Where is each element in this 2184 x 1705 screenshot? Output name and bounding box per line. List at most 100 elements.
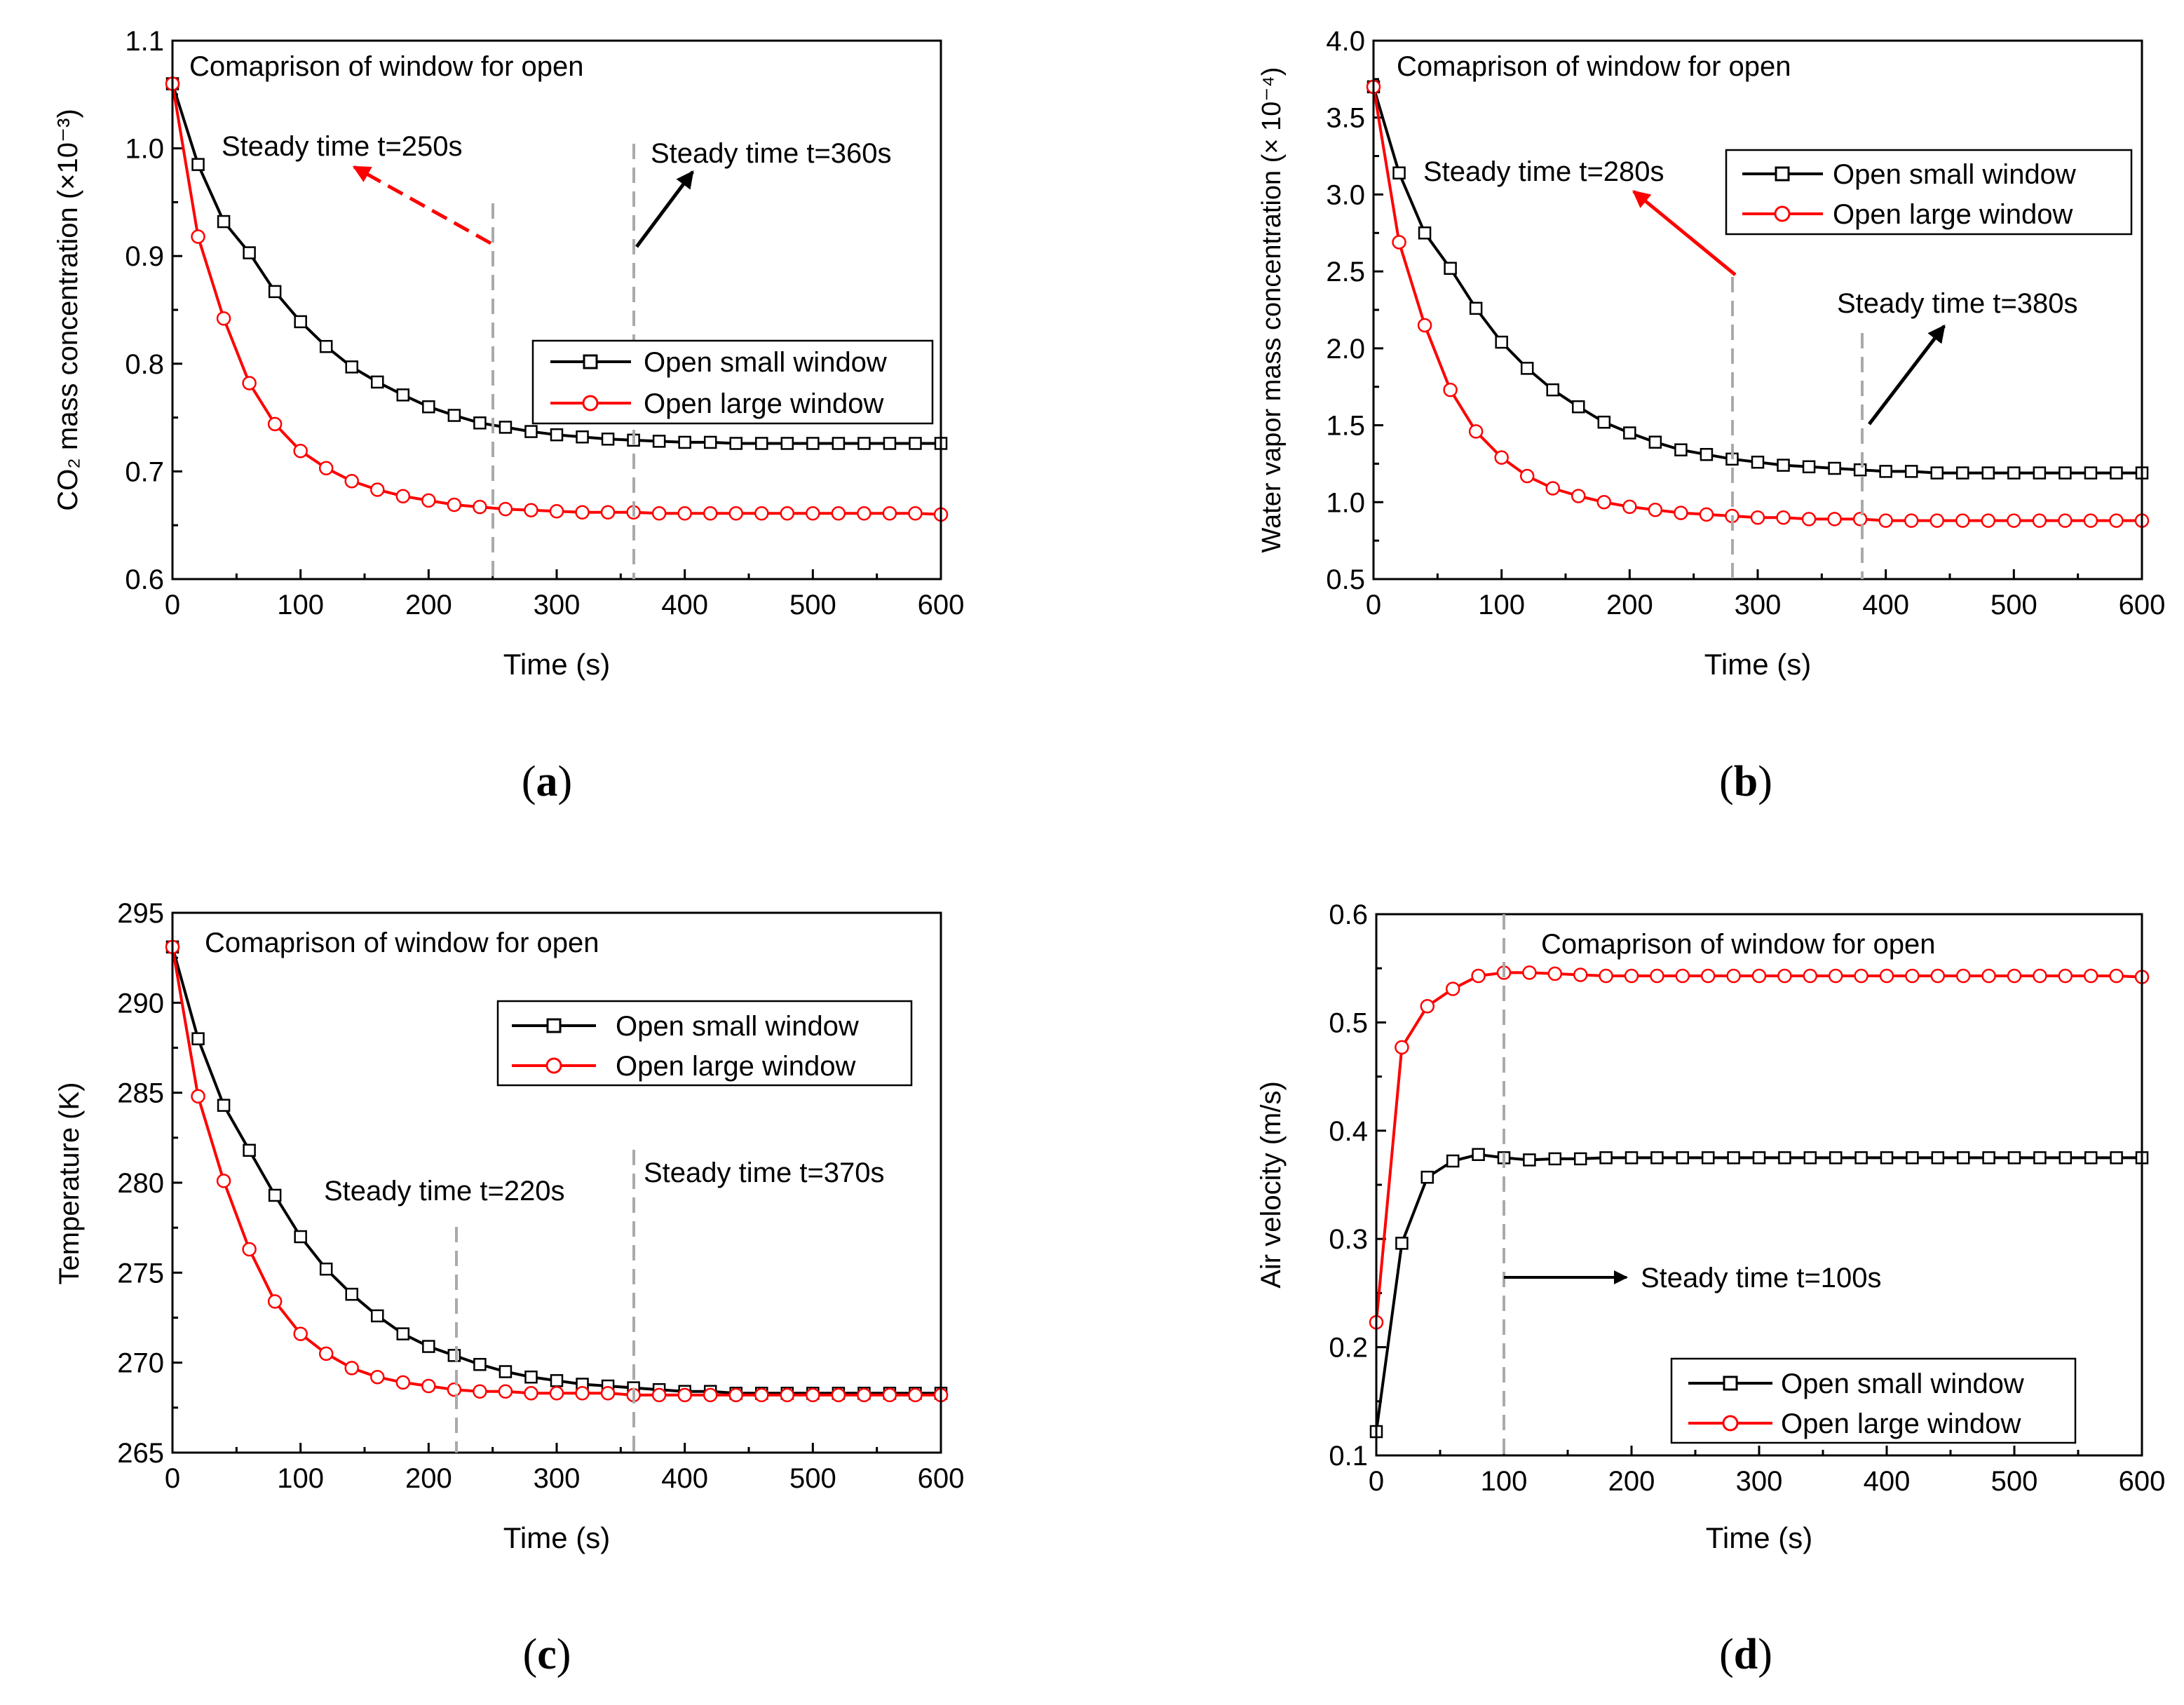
data-point-small-a: [191, 158, 205, 171]
data-point-large-d: [1700, 968, 1716, 984]
data-point-large-b: [1674, 505, 1688, 520]
data-point-small-d: [1395, 1237, 1409, 1250]
data-point-small-d: [1982, 1151, 1995, 1164]
data-point-large-c: [344, 1361, 359, 1375]
x-tick-label-c: 300: [534, 1463, 581, 1494]
data-point-small-d: [1472, 1148, 1485, 1162]
panel-a: 0 100 200 300 400 500 600 0.6 0.7 0.8 0.9 1.0 1.1 Co…: [53, 26, 964, 806]
data-point-large-a: [318, 461, 334, 476]
data-point-large-c: [318, 1346, 334, 1361]
x-axis-label-b: Time (s): [1704, 648, 1811, 681]
data-point-large-d: [1981, 968, 1996, 984]
data-point-large-d: [1599, 968, 1613, 984]
y-tick-label-a: 0.7: [125, 456, 164, 487]
panel-b: 0 100 200 300 400 500 600 0.5 1.0 1.5 2.0 2.5 3.0 3.5…: [1257, 26, 2165, 806]
x-tick-label-a: 500: [789, 590, 836, 620]
data-point-small-b: [2058, 466, 2072, 480]
data-point-large-d: [1828, 968, 1843, 984]
x-tick-label-a: 200: [405, 590, 452, 620]
annotation-steady-380: Steady time t=380s: [1837, 288, 2078, 319]
data-point-small-a: [319, 339, 333, 353]
data-point-large-b: [1392, 235, 1406, 250]
data-point-small-a: [832, 437, 846, 450]
x-tick-label-c: 500: [789, 1463, 836, 1494]
data-point-small-b: [1392, 166, 1406, 179]
data-point-small-a: [422, 400, 435, 414]
data-point-large-b: [2083, 513, 2098, 528]
data-point-large-b: [1827, 512, 1842, 527]
x-tick-label-a: 400: [661, 590, 708, 620]
data-point-small-a: [576, 430, 589, 444]
data-point-large-c: [831, 1387, 846, 1403]
y-axis-label-a: CO₂ mass concentration (×10⁻³): [53, 109, 83, 511]
x-tick-label-b: 0: [1366, 590, 1381, 620]
data-point-large-a: [473, 499, 487, 515]
x-tick-label-c: 400: [661, 1463, 708, 1494]
data-point-small-a: [345, 360, 358, 374]
data-point-small-a: [857, 437, 871, 450]
data-point-small-b: [1674, 443, 1688, 456]
data-point-large-b: [1417, 318, 1432, 333]
data-point-small-d: [1880, 1151, 1894, 1164]
data-point-large-a: [242, 376, 257, 390]
data-point-small-d: [1803, 1151, 1817, 1164]
data-point-large-b: [1519, 468, 1535, 484]
legend-marker-large-d: [1722, 1415, 1739, 1432]
data-point-large-a: [447, 497, 462, 512]
data-point-small-a: [268, 285, 282, 299]
data-point-large-a: [780, 506, 795, 521]
data-point-small-b: [1444, 261, 1457, 276]
panel-label-a: (a): [522, 758, 572, 806]
data-point-small-a: [755, 437, 768, 450]
y-axis-label-c: Temperature (K): [54, 1082, 85, 1285]
data-point-small-d: [1778, 1151, 1791, 1164]
data-point-large-c: [395, 1375, 411, 1390]
data-point-large-b: [2058, 513, 2073, 528]
legend-label-large-d: Open large window: [1781, 1408, 2021, 1439]
data-point-large-d: [1879, 968, 1894, 984]
legend-marker-large-a: [582, 395, 599, 412]
data-point-large-c: [882, 1387, 897, 1403]
plot-area-a: 0 100 200 300 400 500 600 0.6 0.7 0.8 0.9 1.0 1.1: [125, 26, 964, 620]
data-point-large-b: [1929, 513, 1944, 528]
data-point-large-c: [191, 1089, 205, 1104]
data-point-large-c: [242, 1242, 257, 1257]
y-tick-label-b: 2.0: [1326, 334, 1365, 365]
axes-frame-d: [1375, 913, 2143, 1457]
data-point-small-d: [2033, 1151, 2047, 1164]
data-point-large-d: [2033, 968, 2047, 984]
data-point-large-d: [1522, 965, 1537, 980]
data-point-small-b: [1572, 400, 1585, 414]
series-line-small-b: [1372, 86, 2142, 475]
data-point-large-b: [1596, 495, 1612, 510]
data-point-large-c: [857, 1387, 871, 1403]
panel-label-c: (c): [523, 1631, 571, 1678]
data-point-large-b: [1494, 450, 1509, 465]
data-point-small-b: [1930, 466, 1944, 480]
data-point-large-a: [549, 503, 564, 519]
legend-box-c: [496, 1000, 913, 1087]
y-tick-label-d: 0.1: [1329, 1441, 1368, 1472]
x-tick-label-c: 600: [918, 1463, 965, 1494]
data-point-small-d: [1625, 1151, 1639, 1164]
data-point-large-c: [267, 1294, 283, 1309]
data-point-small-c: [345, 1287, 358, 1301]
data-point-small-c: [498, 1365, 513, 1378]
y-tick-label-c: 280: [117, 1168, 164, 1199]
x-tick-label-d: 200: [1608, 1466, 1655, 1497]
legend-label-small-d: Open small window: [1781, 1368, 2024, 1399]
data-point-large-c: [651, 1387, 667, 1403]
data-point-small-c: [447, 1349, 461, 1362]
y-axis-label-d: Air velocity (m/s): [1256, 1081, 1287, 1289]
data-point-small-a: [703, 435, 717, 449]
data-point-small-d: [1599, 1151, 1613, 1164]
x-tick-label-a: 600: [918, 590, 965, 620]
data-point-small-b: [1828, 461, 1841, 475]
data-point-large-a: [857, 506, 871, 521]
data-point-large-b: [2007, 513, 2021, 528]
data-point-large-d: [1624, 968, 1639, 984]
legend-a: Open small window Open large window: [531, 339, 934, 425]
data-point-small-c: [319, 1262, 333, 1276]
x-tick-label-b: 300: [1735, 590, 1782, 620]
